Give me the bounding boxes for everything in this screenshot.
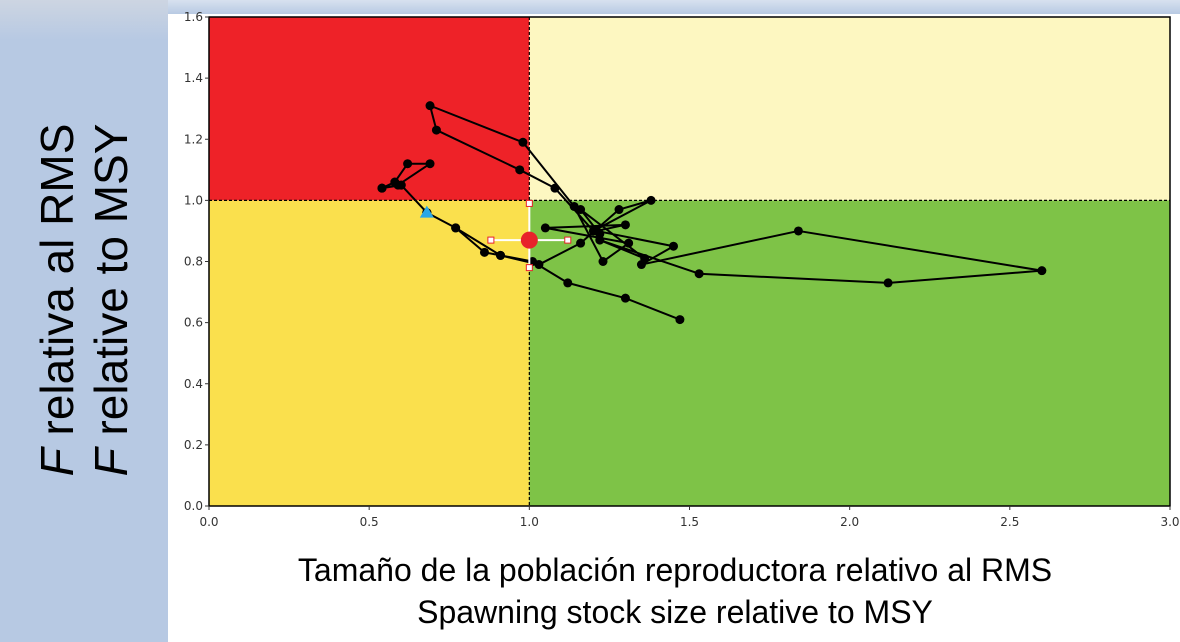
- trajectory-point: [515, 165, 525, 175]
- trajectory-point: [646, 195, 656, 205]
- side-panel: [0, 0, 168, 642]
- y-tick-label: 0.4: [184, 377, 203, 391]
- trajectory-point: [624, 238, 634, 248]
- x-tick-label: 1.0: [520, 515, 539, 529]
- current-point-y-interval-high: [525, 199, 533, 207]
- quadrant-top-right: [529, 17, 1170, 201]
- trajectory-point: [640, 253, 650, 263]
- x-tick-label: 0.0: [199, 515, 218, 529]
- trajectory-point: [377, 183, 387, 193]
- trajectory-point: [576, 238, 586, 248]
- y-tick-label: 0.6: [184, 316, 203, 330]
- trajectory-point: [396, 180, 406, 190]
- trajectory-point: [1037, 266, 1047, 276]
- current-point-x-interval-high: [564, 236, 572, 244]
- trajectory-point: [451, 223, 461, 233]
- y-tick-label: 1.0: [184, 193, 203, 207]
- x-tick-label: 2.5: [1000, 515, 1019, 529]
- y-tick-label: 0.0: [184, 499, 203, 513]
- trajectory-point: [518, 137, 528, 147]
- x-tick-label: 3.0: [1160, 515, 1179, 529]
- trajectory-point: [550, 183, 560, 193]
- marker-group: [419, 199, 572, 272]
- x-tick-label: 0.5: [360, 515, 379, 529]
- current-point-x-interval-low: [487, 236, 495, 244]
- start-point-triangle: [419, 205, 434, 218]
- trajectory-point: [694, 269, 704, 279]
- quadrant-top-left: [209, 17, 530, 201]
- trajectory-point: [403, 159, 413, 169]
- y-tick-label: 1.6: [184, 10, 203, 24]
- y-tick-label: 0.2: [184, 438, 203, 452]
- trajectory-point: [576, 205, 586, 215]
- top-band: [0, 0, 1180, 14]
- axes: 0.0 0.2 0.4 0.6 0.8 1.0 1.2 1.4 1.6 0.0 0.5 1.0 1.5 2…: [184, 10, 1180, 529]
- trajectory-point: [431, 125, 441, 135]
- trajectory-point: [675, 315, 685, 325]
- trajectory-point: [479, 247, 489, 257]
- trajectory-point: [595, 229, 605, 239]
- trajectory-group: [377, 101, 1047, 325]
- current-point-y-interval-low: [525, 264, 533, 272]
- trajectory-point: [563, 278, 573, 288]
- x-tick-label: 1.5: [680, 515, 699, 529]
- current-point-circle: [520, 231, 538, 249]
- trajectory-point: [425, 159, 435, 169]
- trajectory-point: [598, 257, 608, 266]
- trajectory-point: [540, 223, 550, 233]
- trajectory-point: [620, 220, 630, 230]
- trajectory-point: [496, 250, 506, 260]
- quadrant-group: [209, 17, 1170, 506]
- trajectory-point: [620, 293, 630, 303]
- x-axis-label-line-2: Spawning stock size relative to MSY: [417, 594, 933, 630]
- x-tick-label: 2.0: [840, 515, 859, 529]
- quadrant-bottom-left: [209, 200, 530, 506]
- reference-lines: [209, 17, 1170, 506]
- y-tick-label: 1.2: [184, 132, 203, 146]
- trajectory-point: [883, 278, 893, 288]
- trajectory-point: [793, 226, 803, 236]
- trajectory-point: [614, 205, 624, 215]
- trajectory-point: [425, 101, 435, 111]
- x-axis-label-line-1: Tamaño de la población reproductora rela…: [297, 552, 1053, 588]
- y-tick-label: 0.8: [184, 255, 203, 269]
- y-tick-label: 1.4: [184, 71, 203, 85]
- trajectory-point: [668, 241, 678, 251]
- trajectory-point: [534, 260, 544, 270]
